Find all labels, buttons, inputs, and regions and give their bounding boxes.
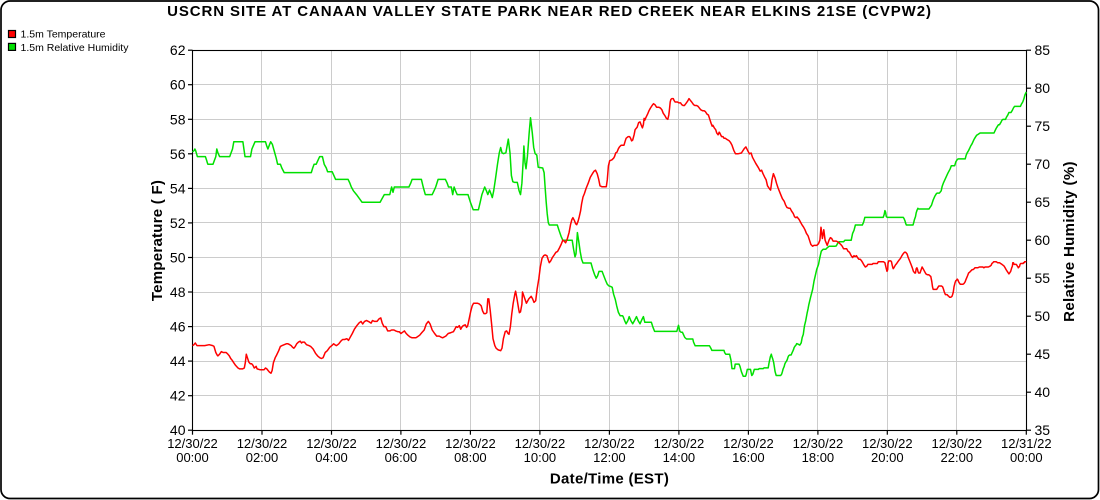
svg-text:52: 52 <box>170 215 186 231</box>
svg-text:20:00: 20:00 <box>871 450 904 465</box>
svg-text:42: 42 <box>170 388 186 404</box>
svg-text:12/30/22: 12/30/22 <box>584 436 635 451</box>
svg-text:60: 60 <box>170 77 186 93</box>
svg-text:12/31/22: 12/31/22 <box>1001 436 1052 451</box>
svg-text:56: 56 <box>170 146 186 162</box>
svg-text:65: 65 <box>1035 194 1051 210</box>
svg-text:12/30/22: 12/30/22 <box>376 436 427 451</box>
svg-text:46: 46 <box>170 319 186 335</box>
svg-text:60: 60 <box>1035 232 1051 248</box>
svg-text:62: 62 <box>170 42 186 58</box>
svg-text:08:00: 08:00 <box>454 450 487 465</box>
svg-text:Date/Time (EST): Date/Time (EST) <box>550 471 669 488</box>
svg-text:12:00: 12:00 <box>593 450 626 465</box>
svg-text:12/30/22: 12/30/22 <box>167 436 218 451</box>
svg-text:50: 50 <box>1035 308 1051 324</box>
svg-text:Temperature ( F): Temperature ( F) <box>149 180 166 301</box>
svg-text:1.5m Relative Humidity: 1.5m Relative Humidity <box>21 42 130 54</box>
svg-text:12/30/22: 12/30/22 <box>306 436 357 451</box>
svg-text:80: 80 <box>1035 80 1051 96</box>
svg-text:50: 50 <box>170 250 186 266</box>
svg-text:12/30/22: 12/30/22 <box>931 436 982 451</box>
svg-text:12/30/22: 12/30/22 <box>862 436 913 451</box>
svg-text:00:00: 00:00 <box>1010 450 1043 465</box>
svg-text:22:00: 22:00 <box>941 450 974 465</box>
svg-text:00:00: 00:00 <box>176 450 209 465</box>
svg-text:55: 55 <box>1035 270 1051 286</box>
svg-text:14:00: 14:00 <box>663 450 696 465</box>
svg-text:Relative Humidity (%): Relative Humidity (%) <box>1061 161 1078 322</box>
svg-text:10:00: 10:00 <box>524 450 557 465</box>
svg-text:12/30/22: 12/30/22 <box>515 436 566 451</box>
svg-text:1.5m Temperature: 1.5m Temperature <box>21 29 106 41</box>
svg-text:40: 40 <box>170 422 186 438</box>
svg-text:58: 58 <box>170 111 186 127</box>
svg-text:35: 35 <box>1035 422 1051 438</box>
svg-text:40: 40 <box>1035 384 1051 400</box>
svg-text:18:00: 18:00 <box>802 450 835 465</box>
svg-text:54: 54 <box>170 180 186 196</box>
svg-text:45: 45 <box>1035 346 1051 362</box>
svg-text:USCRN SITE AT CANAAN VALLEY ST: USCRN SITE AT CANAAN VALLEY STATE PARK N… <box>167 3 932 20</box>
svg-text:48: 48 <box>170 284 186 300</box>
svg-text:04:00: 04:00 <box>315 450 348 465</box>
svg-text:16:00: 16:00 <box>732 450 765 465</box>
svg-text:44: 44 <box>170 353 186 369</box>
svg-text:85: 85 <box>1035 42 1051 58</box>
svg-text:12/30/22: 12/30/22 <box>793 436 844 451</box>
svg-text:12/30/22: 12/30/22 <box>237 436 288 451</box>
svg-text:75: 75 <box>1035 118 1051 134</box>
svg-text:12/30/22: 12/30/22 <box>723 436 774 451</box>
svg-text:70: 70 <box>1035 156 1051 172</box>
svg-text:02:00: 02:00 <box>246 450 279 465</box>
svg-text:12/30/22: 12/30/22 <box>445 436 496 451</box>
svg-text:06:00: 06:00 <box>385 450 418 465</box>
svg-text:12/30/22: 12/30/22 <box>654 436 705 451</box>
